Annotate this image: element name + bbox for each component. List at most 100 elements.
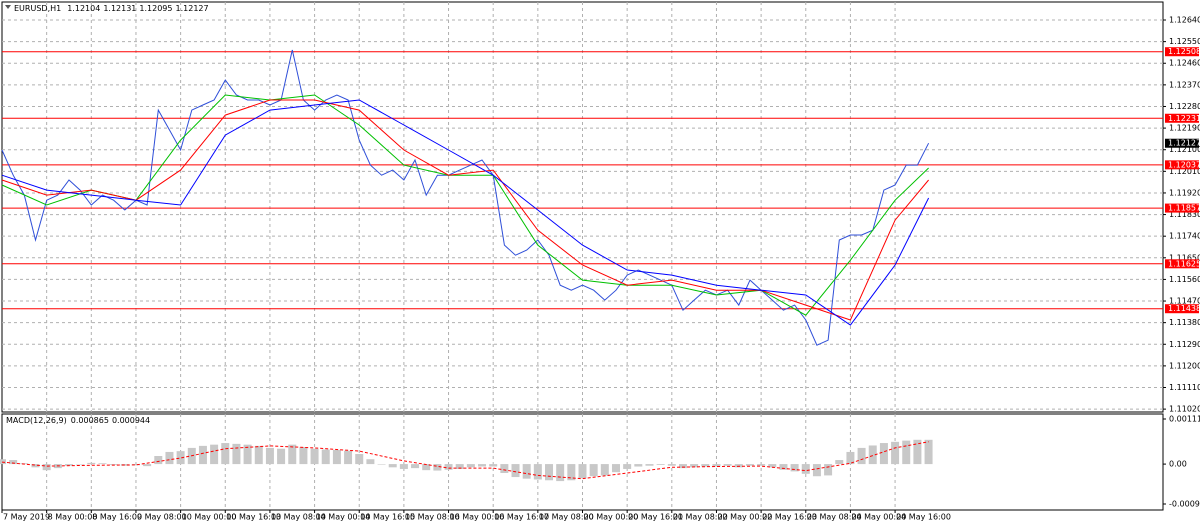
macd-bar <box>321 449 330 465</box>
x-tick-label: 9 May 08:00 <box>137 513 187 522</box>
level-label: 1.12508 <box>1168 47 1200 56</box>
x-tick-label: 7 May 2019 <box>3 513 50 522</box>
y-tick-label: 1.12550 <box>1169 37 1200 46</box>
macd-bar <box>734 464 743 468</box>
close: 1.12127 <box>176 4 209 13</box>
macd-bar <box>801 464 810 474</box>
y-tick-label: 1.11470 <box>1169 297 1200 306</box>
macd-bar <box>879 443 888 465</box>
symbol: EURUSD,H1 <box>14 4 61 13</box>
macd-bar <box>891 441 900 465</box>
y-tick-label: 1.11740 <box>1169 232 1200 241</box>
y-tick-label: 1.11380 <box>1169 318 1200 327</box>
y-tick-label: 0.001114 <box>1169 415 1200 424</box>
macd-bar <box>712 464 721 467</box>
x-tick-label: 21 May 08:00 <box>673 513 728 522</box>
price-label-box <box>1165 138 1199 148</box>
macd-bar <box>511 464 520 478</box>
macd-bar <box>611 464 620 473</box>
level-label-box <box>1165 160 1199 170</box>
y-tick-label: 1.11560 <box>1169 275 1200 284</box>
price-label: 1.12127 <box>1168 139 1200 148</box>
x-tick-label: 22 May 16:00 <box>762 513 817 522</box>
macd-bar <box>9 460 18 465</box>
level-label: 1.11857 <box>1168 204 1200 213</box>
y-tick-label: 1.11650 <box>1169 253 1200 262</box>
y-tick-label: 1.12370 <box>1169 80 1200 89</box>
level-label: 1.12231 <box>1168 114 1200 123</box>
y-tick-label: 1.11920 <box>1169 188 1200 197</box>
macd-bar <box>545 464 554 481</box>
macd-bar <box>299 447 308 465</box>
macd-bar <box>500 464 509 473</box>
y-tick-label: 1.12280 <box>1169 102 1200 111</box>
macd-bar <box>344 450 353 465</box>
macd-bar <box>422 464 431 471</box>
macd-bar <box>690 464 699 468</box>
macd-bar <box>232 443 241 465</box>
y-tick-label: 1.12460 <box>1169 59 1200 68</box>
macd-bar <box>243 444 252 465</box>
macd-bar <box>98 463 107 465</box>
macd-bar <box>556 464 565 482</box>
macd-bar <box>768 464 777 468</box>
macd-bar <box>265 447 274 465</box>
x-tick-label: 22 May 00:00 <box>717 513 772 522</box>
level-label-box <box>1165 304 1199 314</box>
macd-bar <box>835 460 844 465</box>
x-tick-label: 17 May 08:00 <box>539 513 594 522</box>
x-tick-label: 8 May 00:00 <box>48 513 98 522</box>
macd-bar <box>411 464 420 469</box>
macd-bar <box>812 464 821 477</box>
x-tick-label: 23 May 08:00 <box>807 513 862 522</box>
y-tick-label: 1.12100 <box>1169 145 1200 154</box>
y-tick-label: 1.12190 <box>1169 124 1200 133</box>
y-tick-label: 1.11200 <box>1169 361 1200 370</box>
menu-icon <box>5 5 11 9</box>
macd-bar <box>656 464 665 465</box>
macd-bar <box>109 464 118 465</box>
x-tick-label: 20 May 00:00 <box>584 513 639 522</box>
x-tick-label: 14 May 16:00 <box>360 513 415 522</box>
macd-bar <box>0 459 6 465</box>
chart-title: EURUSD,H1 1.12104 1.12131 1.12095 1.12127 <box>14 4 209 13</box>
macd-value: 0.000865 <box>71 416 109 425</box>
x-tick-label: 20 May 16:00 <box>628 513 683 522</box>
macd-bar <box>623 464 632 469</box>
macd-bar <box>64 464 73 466</box>
macd-bar <box>42 464 51 471</box>
macd-bar <box>478 464 487 467</box>
price-line <box>1 99 930 326</box>
macd-bar <box>399 464 408 469</box>
macd-bar <box>578 464 587 479</box>
y-tick-label: 1.11020 <box>1169 405 1200 414</box>
macd-bar <box>76 464 85 465</box>
level-label: 1.11625 <box>1168 259 1200 268</box>
x-tick-label: 24 May 16:00 <box>896 513 951 522</box>
macd-bar <box>210 444 219 465</box>
level-label-box <box>1165 113 1199 123</box>
signal-value: 0.000944 <box>112 416 150 425</box>
low: 1.12095 <box>139 4 172 13</box>
macd-bar <box>701 464 710 467</box>
signal-line <box>1 441 929 480</box>
level-label: 1.11438 <box>1168 304 1200 313</box>
macd-bar <box>779 464 788 470</box>
macd-bar <box>868 445 877 465</box>
x-tick-label: 13 May 08:00 <box>271 513 326 522</box>
level-label-box <box>1165 203 1199 213</box>
macd-bar <box>902 440 911 465</box>
x-tick-label: 10 May 16:00 <box>226 513 281 522</box>
macd-bar <box>366 459 375 465</box>
macd-bar <box>176 451 185 465</box>
macd-bar <box>388 464 397 468</box>
macd-bar <box>31 464 40 468</box>
macd-bar <box>332 449 341 465</box>
y-tick-label: 0.00 <box>1169 460 1187 469</box>
y-tick-label: 1.12010 <box>1169 167 1200 176</box>
high: 1.12131 <box>103 4 136 13</box>
indicator-name: MACD(12,26,9) <box>6 416 67 425</box>
macd-bar <box>455 464 464 469</box>
y-tick-label: 1.11830 <box>1169 210 1200 219</box>
